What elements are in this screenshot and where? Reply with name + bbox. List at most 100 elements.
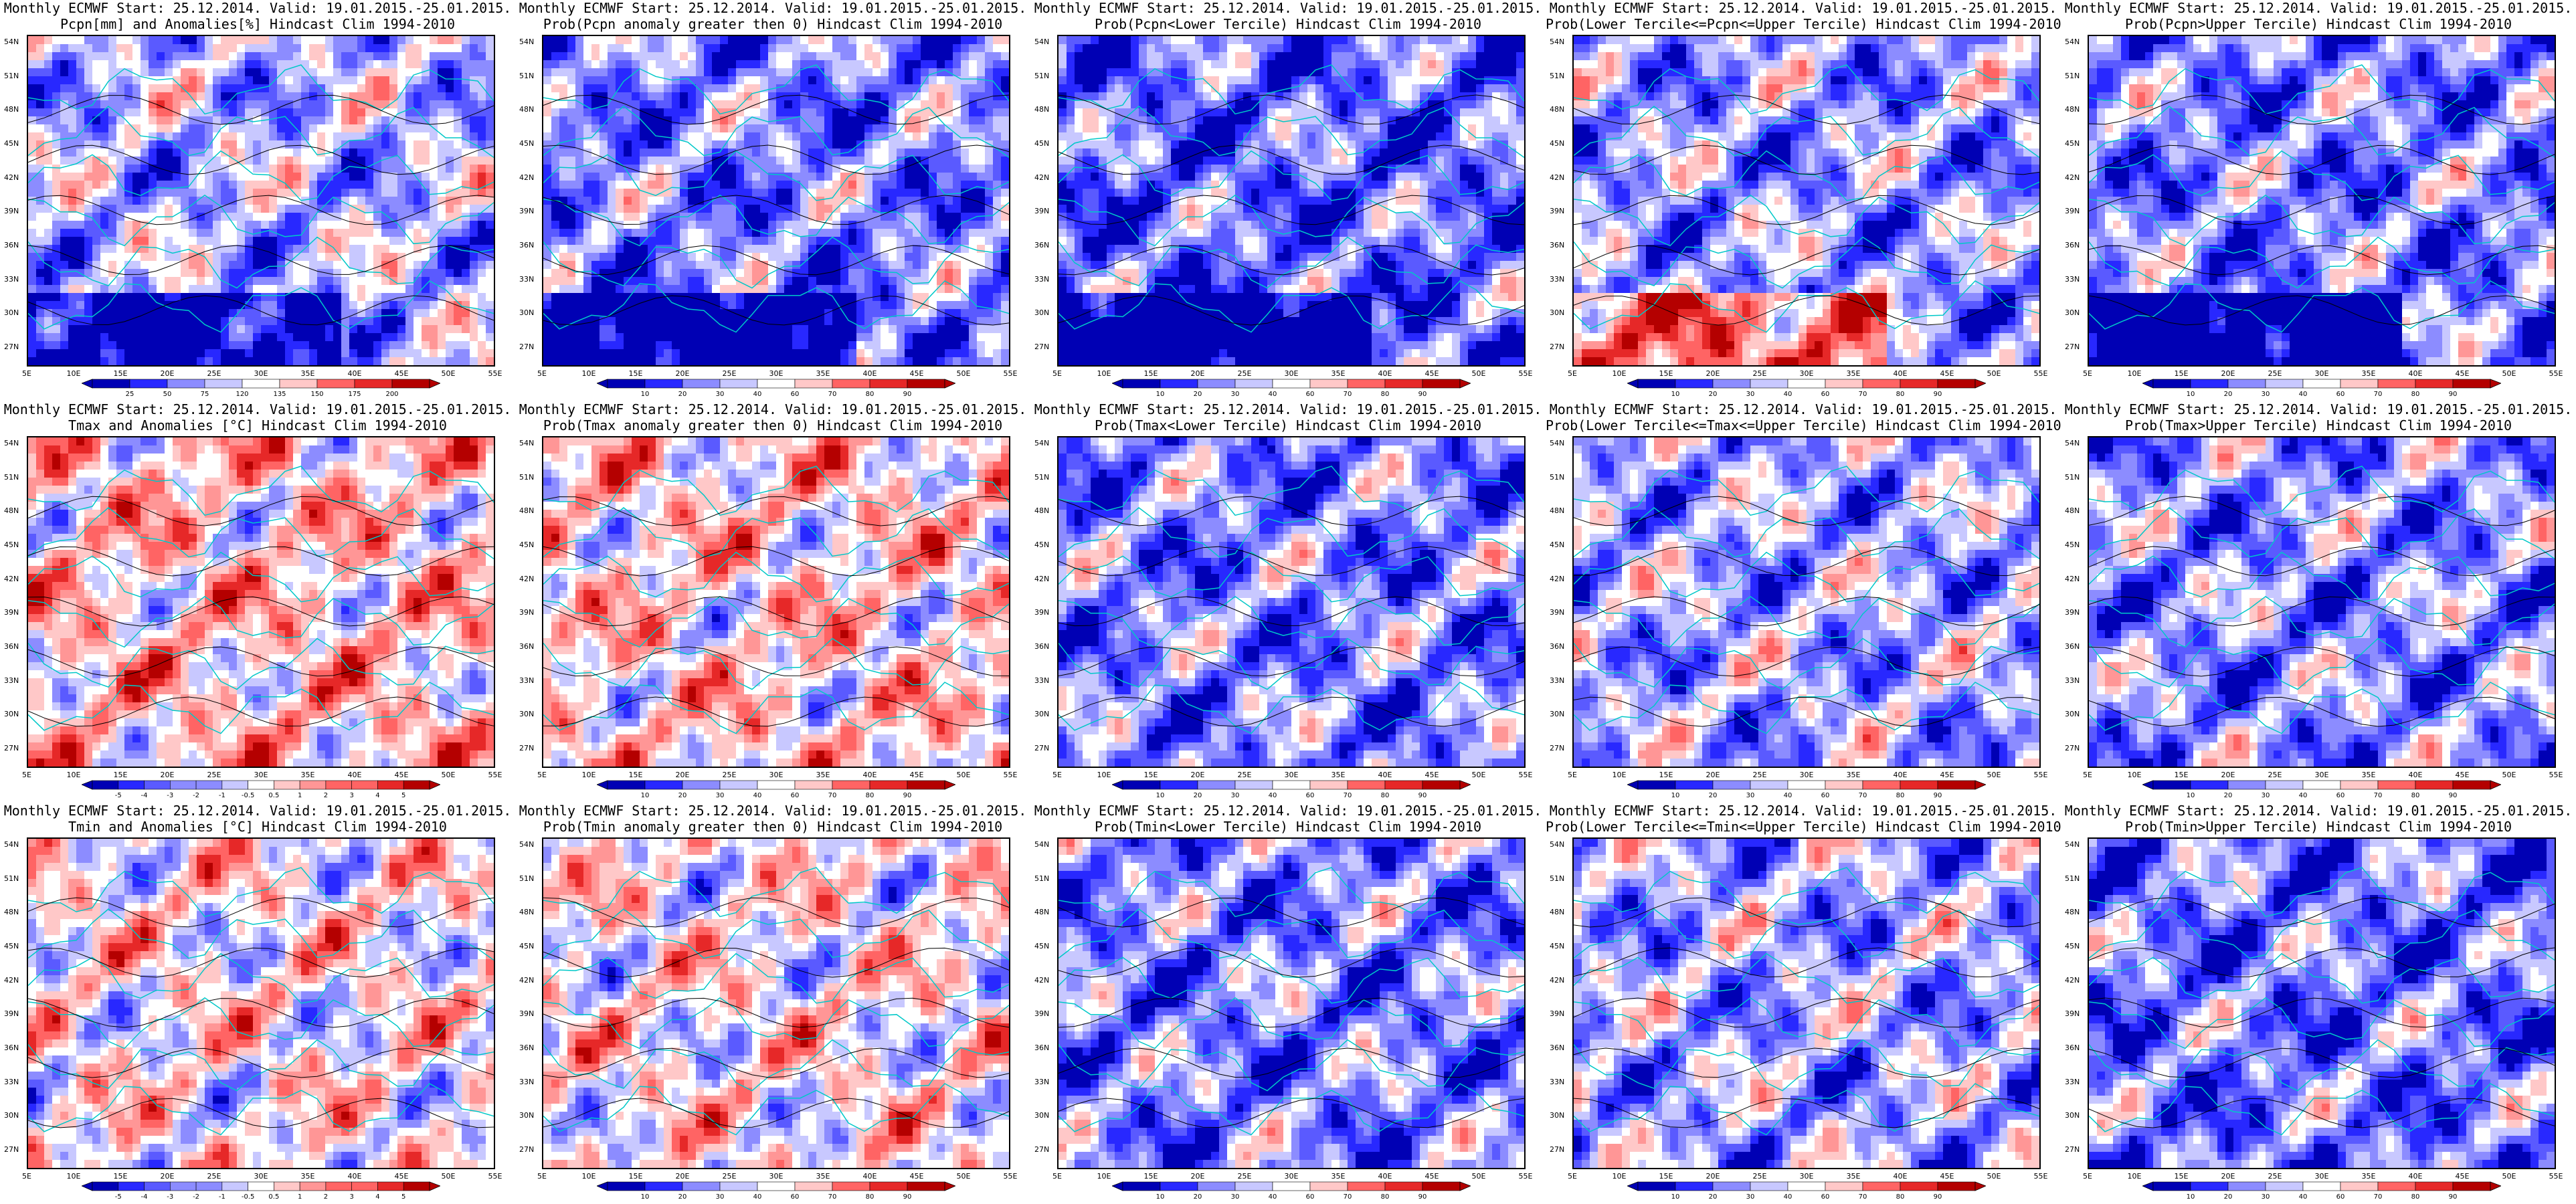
- map-cell: [245, 293, 254, 302]
- map-cell: [736, 333, 745, 342]
- map-cell: [784, 349, 793, 358]
- map-cell: [68, 124, 77, 133]
- map-cell: [293, 36, 302, 45]
- map-cell: [768, 277, 777, 286]
- map-cell: [840, 213, 849, 221]
- map-cell: [44, 181, 53, 189]
- map-cell: [664, 108, 672, 117]
- map-cell: [422, 165, 430, 173]
- map-cell: [776, 132, 785, 141]
- map-cell: [405, 221, 414, 229]
- map-cell: [76, 197, 85, 205]
- map-cell: [816, 213, 825, 221]
- map-cell: [157, 140, 165, 149]
- map-cell: [197, 140, 205, 149]
- map-cell: [333, 124, 342, 133]
- map-cell: [1107, 52, 1115, 61]
- map-cell: [664, 205, 672, 213]
- map-cell: [985, 189, 994, 197]
- map-cell: [648, 293, 656, 302]
- map-cell: [269, 237, 278, 245]
- map-cell: [937, 100, 945, 109]
- map-cell: [389, 229, 398, 237]
- map-cell: [720, 100, 729, 109]
- map-cell: [84, 253, 93, 262]
- map-cell: [1412, 44, 1420, 53]
- map-cell: [285, 181, 294, 189]
- map-cell: [800, 189, 809, 197]
- map-cell: [945, 60, 953, 69]
- x-tick-label: 30E: [769, 369, 784, 378]
- map-cell: [760, 245, 769, 254]
- map-cell: [881, 317, 889, 326]
- map-cell: [397, 76, 406, 85]
- map-cell: [776, 349, 785, 358]
- map-cell: [413, 333, 422, 342]
- map-cell: [816, 100, 825, 109]
- map-cell: [293, 116, 302, 125]
- map-cell: [961, 269, 970, 278]
- map-cell: [905, 92, 913, 101]
- map-cell: [405, 116, 414, 125]
- map-cell: [197, 189, 205, 197]
- map-cell: [229, 253, 238, 262]
- map-cell: [52, 229, 61, 237]
- map-cell: [760, 36, 769, 45]
- map-cell: [325, 213, 334, 221]
- map-cell: [712, 132, 721, 141]
- map-cell: [373, 173, 382, 181]
- map-cell: [253, 76, 262, 85]
- map-cell: [872, 333, 881, 342]
- map-cell: [816, 349, 825, 358]
- map-cell: [656, 84, 664, 93]
- map-cell: [430, 341, 438, 350]
- map-cell: [736, 253, 745, 262]
- map-cell: [728, 157, 737, 165]
- map-cell: [1219, 36, 1228, 45]
- map-cell: [1476, 44, 1485, 53]
- map-cell: [680, 261, 688, 270]
- map-cell: [52, 277, 61, 286]
- map-cell: [446, 317, 454, 326]
- map-cell: [672, 229, 680, 237]
- colorbar-bin: [354, 379, 393, 389]
- map-cell: [157, 293, 165, 302]
- map-cell: [309, 181, 318, 189]
- map-cell: [341, 349, 350, 358]
- map-cell: [808, 52, 817, 61]
- map-cell: [141, 44, 149, 53]
- map-cell: [985, 293, 994, 302]
- map-cell: [680, 293, 688, 302]
- map-cell: [132, 309, 141, 318]
- map-cell: [486, 108, 494, 117]
- map-cell: [165, 173, 173, 181]
- map-cell: [856, 277, 865, 286]
- map-cell: [728, 140, 737, 149]
- map-cell: [221, 44, 229, 53]
- map-cell: [309, 124, 318, 133]
- map-cell: [28, 349, 37, 358]
- map-cell: [205, 253, 213, 262]
- map-cell: [132, 301, 141, 310]
- map-cell: [680, 189, 688, 197]
- map-cell: [881, 285, 889, 294]
- map-cell: [897, 213, 905, 221]
- map-cell: [92, 92, 101, 101]
- map-cell: [397, 148, 406, 157]
- map-cell: [768, 213, 777, 221]
- map-cell: [76, 76, 85, 85]
- map-cell: [921, 277, 929, 286]
- map-cell: [132, 325, 141, 334]
- map-cell: [600, 52, 608, 61]
- map-cell: [430, 269, 438, 278]
- map-cell: [285, 357, 294, 365]
- map-cell: [600, 148, 608, 157]
- map-cell: [848, 84, 857, 93]
- map-cell: [173, 237, 181, 245]
- map-cell: [1243, 36, 1252, 45]
- map-cell: [213, 317, 221, 326]
- map-cell: [688, 317, 697, 326]
- map-cell: [881, 197, 889, 205]
- colorbar-label: 60: [791, 391, 800, 398]
- map-cell: [462, 213, 470, 221]
